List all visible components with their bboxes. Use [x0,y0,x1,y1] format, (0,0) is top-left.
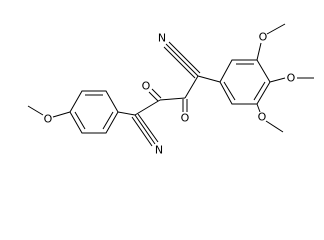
atom-label: O [287,72,296,85]
bond [256,103,261,113]
atom-label: O [44,113,53,126]
atom-labels: N O O O O O O N [44,31,296,157]
ring-double [253,81,266,101]
triple-bond [131,116,153,147]
page: N O O O O O O N (() => { const data = JS… [27,23,314,157]
ring-double [223,81,236,101]
bond [197,75,221,83]
atom-label: N [155,144,163,157]
atom-label: O [259,31,268,44]
ring-double [102,111,114,130]
triple-bond [168,41,201,74]
bond [266,23,286,35]
atom-label: O [181,112,190,125]
bond [117,111,136,116]
ring-right [219,59,271,105]
triple-bond [134,114,156,145]
bonds [27,23,314,147]
atom-label: N [158,32,166,45]
bond [27,105,44,116]
bond [134,99,161,116]
ring-double [74,111,86,130]
ring-left [69,90,119,134]
structure-diagram: N O O O O O O N [27,23,314,157]
double-bond [148,91,159,102]
triple-bond [137,113,159,143]
bond [265,120,284,133]
atom-label: O [142,80,151,93]
atom-label: O [258,111,267,124]
bond [184,75,199,99]
bond [159,97,186,101]
triple-bond [163,46,196,79]
double-bond [151,88,162,99]
bond [256,42,262,61]
bond [269,77,286,83]
bond [52,111,71,118]
triple-bond [165,43,199,77]
